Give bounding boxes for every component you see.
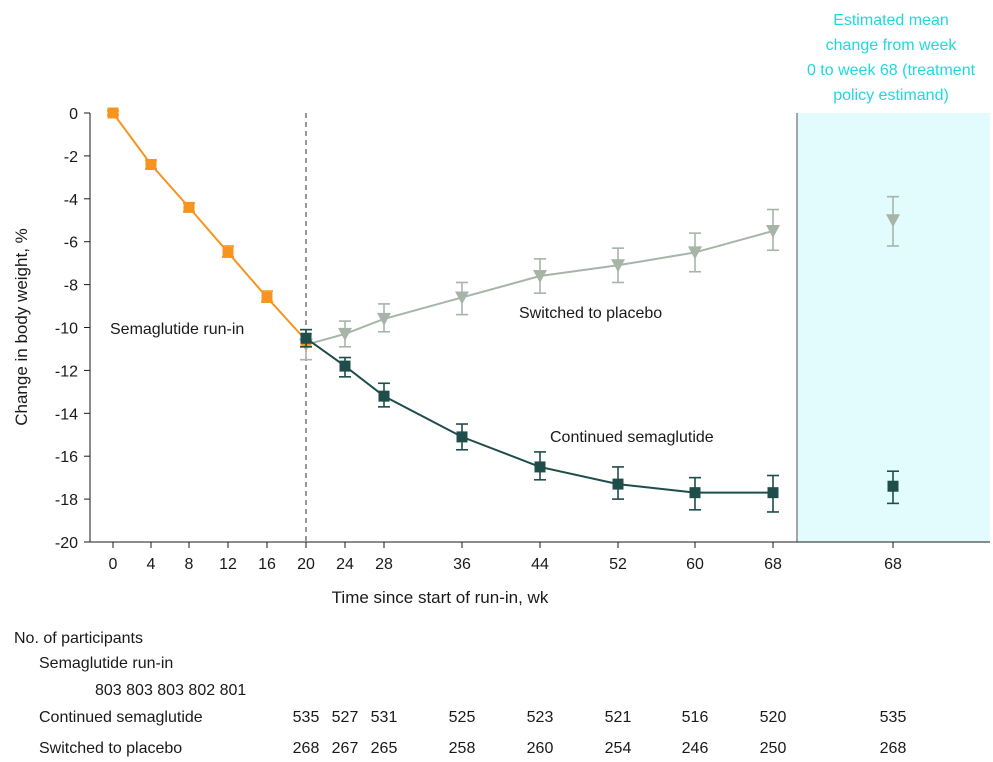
switched-to-placebo-point — [688, 246, 702, 260]
x-tick-label: 12 — [219, 556, 237, 573]
switched-to-placebo-point — [611, 259, 625, 273]
continued-count: 525 — [449, 709, 476, 726]
continued-estimand-count: 535 — [880, 709, 907, 726]
placebo-count: 268 — [293, 740, 320, 757]
semaglutide-run-in-point — [107, 107, 119, 119]
y-tick-label: -2 — [64, 149, 78, 166]
x-tick-label: 8 — [185, 556, 194, 573]
x-tick-label: 28 — [375, 556, 393, 573]
placebo-count: 258 — [449, 740, 476, 757]
y-tick-label: -4 — [64, 192, 78, 209]
continued-semaglutide-point — [339, 360, 351, 372]
switched-to-placebo-point — [377, 312, 391, 326]
semaglutide-run-in-point — [222, 246, 234, 258]
x-axis-title: Time since start of run-in, wk — [332, 588, 549, 607]
placebo-count: 267 — [332, 740, 359, 757]
continued-semaglutide-point — [689, 487, 701, 499]
placebo-row-label: Switched to placebo — [39, 740, 182, 757]
placebo-count: 250 — [760, 740, 787, 757]
continued-count: 531 — [371, 709, 398, 726]
semaglutide-run-in-line — [112, 112, 307, 342]
continued-count: 523 — [527, 709, 554, 726]
continued-count: 527 — [332, 709, 359, 726]
placebo-row-counts: 268 267 265 258 260 254 246 250 — [293, 740, 787, 757]
x-tick-label: 36 — [453, 556, 471, 573]
y-axis-title: Change in body weight, % — [12, 228, 31, 426]
switched-to-placebo-line — [305, 230, 774, 346]
estimand-continued-semaglutide-point — [887, 480, 899, 492]
continued-count: 516 — [682, 709, 709, 726]
x-tick-label: 16 — [258, 556, 276, 573]
switched-to-placebo-point — [455, 291, 469, 305]
continued-semaglutide-point — [300, 332, 312, 344]
continued-row-label: Continued semaglutide — [39, 709, 203, 726]
x-tick-label: 0 — [109, 556, 118, 573]
estimand-panel-title-line-4: policy estimand) — [833, 87, 949, 104]
continued-semaglutide-point — [456, 431, 468, 443]
x-tick-label: 24 — [336, 556, 354, 573]
y-tick-label: 0 — [69, 106, 78, 123]
continued-count: 535 — [293, 709, 320, 726]
placebo-estimand-count: 268 — [880, 740, 907, 757]
continued-count: 520 — [760, 709, 787, 726]
series-semaglutide-run-in — [107, 107, 312, 348]
y-tick-label: -18 — [55, 492, 78, 509]
switched-to-placebo-point — [766, 224, 780, 238]
series-layer — [107, 107, 780, 513]
continued-row-counts: 535 527 531 525 523 521 516 520 — [293, 709, 787, 726]
estimand-panel-title-line-3: 0 to week 68 (treatment — [807, 62, 976, 79]
estimand-panel-title-line-2: change from week — [826, 37, 958, 54]
x-tick-label: 20 — [297, 556, 315, 573]
series-continued-semaglutide — [300, 328, 779, 513]
x-tick-label: 68 — [764, 556, 782, 573]
y-tick-label: -12 — [55, 363, 78, 380]
y-tick-label: -8 — [64, 278, 78, 295]
continued-count: 521 — [605, 709, 632, 726]
semaglutide-run-in-point — [183, 201, 195, 213]
placebo-count: 254 — [605, 740, 632, 757]
y-tick-label: -20 — [55, 535, 78, 552]
estimand-x-tick-label: 68 — [884, 556, 902, 573]
estimand-switched-to-placebo-point — [886, 214, 900, 228]
placebo-count: 246 — [682, 740, 709, 757]
estimand-points — [886, 195, 900, 505]
y-tick-label: -6 — [64, 235, 78, 252]
participants-header: No. of participants — [14, 630, 143, 647]
continued-semaglutide-point — [378, 390, 390, 402]
y-axis-ticks: 0 -2 -4 -6 -8 -10 -12 -14 -16 -18 -20 — [55, 106, 90, 552]
switched-to-placebo-point — [533, 270, 547, 284]
participants-table: No. of participants Semaglutide run-in 8… — [14, 630, 906, 757]
runin-row-label: Semaglutide run-in — [39, 655, 173, 672]
x-tick-label: 4 — [147, 556, 156, 573]
continued-semaglutide-point — [767, 487, 779, 499]
x-tick-label: 60 — [686, 556, 704, 573]
x-axis-ticks: 0 4 8 12 16 20 24 28 36 44 52 60 68 — [109, 542, 894, 573]
y-tick-label: -14 — [55, 406, 78, 423]
estimand-panel-title-line-1: Estimated mean — [833, 12, 949, 29]
label-switched-to-placebo: Switched to placebo — [519, 305, 662, 322]
x-tick-label: 52 — [609, 556, 627, 573]
continued-semaglutide-point — [534, 461, 546, 473]
placebo-count: 260 — [527, 740, 554, 757]
label-semaglutide-run-in: Semaglutide run-in — [110, 321, 244, 338]
placebo-count: 265 — [371, 740, 398, 757]
semaglutide-run-in-point — [145, 158, 157, 170]
y-tick-label: -16 — [55, 449, 78, 466]
switched-to-placebo-point — [338, 327, 352, 341]
continued-semaglutide-point — [612, 478, 624, 490]
label-continued-semaglutide: Continued semaglutide — [550, 429, 714, 446]
x-tick-label: 44 — [531, 556, 549, 573]
y-tick-label: -10 — [55, 321, 78, 338]
semaglutide-run-in-point — [261, 291, 273, 303]
continued-semaglutide-line — [305, 337, 773, 494]
runin-row-counts: 803 803 803 802 801 — [95, 682, 246, 699]
series-switched-to-placebo — [299, 208, 780, 361]
